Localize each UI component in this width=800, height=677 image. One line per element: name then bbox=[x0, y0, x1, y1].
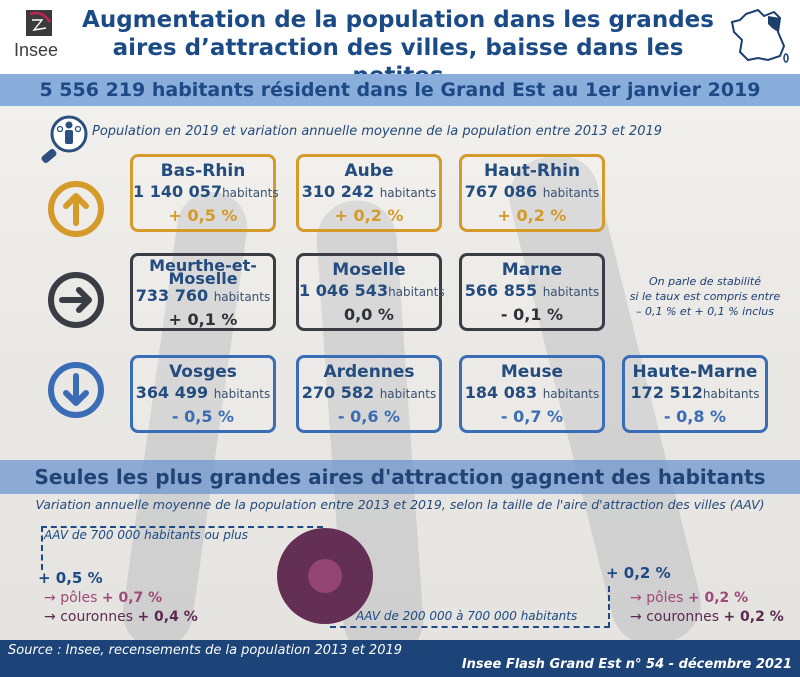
headline-banner: 5 556 219 habitants résident dans le Gra… bbox=[0, 74, 800, 106]
departement-card: Aube 310 242 habitants + 0,2 % bbox=[296, 154, 442, 232]
source-text: Source : Insee, recensements de la popul… bbox=[8, 643, 403, 658]
departement-population: 172 512habitants bbox=[630, 383, 760, 402]
departement-variation: 0,0 % bbox=[344, 305, 394, 324]
section2-subtitle: Variation annuelle moyenne de la populat… bbox=[35, 497, 765, 512]
departement-card: Moselle 1 046 543habitants 0,0 % bbox=[296, 253, 445, 331]
departement-card: Haute-Marne 172 512habitants - 0,8 % bbox=[622, 355, 768, 433]
departement-variation: + 0,5 % bbox=[168, 206, 238, 225]
departement-name: Haute-Marne bbox=[632, 362, 758, 382]
arrow-down-circle-icon bbox=[48, 362, 104, 418]
aav-concentric-circle bbox=[277, 528, 373, 624]
logo-text: Insee bbox=[14, 40, 59, 60]
arrow-up-circle-icon bbox=[48, 181, 104, 237]
departement-population: 566 855 habitants bbox=[464, 281, 600, 300]
departement-variation: + 0,2 % bbox=[497, 206, 567, 225]
medium-aav-poles: → pôles + 0,2 % bbox=[630, 590, 749, 606]
magnifier-people-icon bbox=[41, 115, 88, 163]
insee-logo: Insee bbox=[14, 8, 64, 64]
stability-note-line: si le taux est compris entre bbox=[629, 290, 781, 303]
section-subtitle: Population en 2019 et variation annuelle… bbox=[92, 124, 663, 139]
medium-aav-couronnes: → couronnes + 0,2 % bbox=[630, 609, 784, 625]
departement-card: Marne 566 855 habitants - 0,1 % bbox=[459, 253, 605, 331]
stability-note: On parle de stabilité si le taux est com… bbox=[616, 274, 794, 319]
large-aav-total: + 0,5 % bbox=[38, 569, 103, 587]
departement-card: Meuse 184 083 habitants - 0,7 % bbox=[459, 355, 605, 433]
section2-banner: Seules les plus grandes aires d'attracti… bbox=[0, 460, 800, 494]
france-map-icon bbox=[730, 8, 789, 63]
departement-card: Bas-Rhin 1 140 057habitants + 0,5 % bbox=[130, 154, 279, 232]
logo-mark-icon bbox=[26, 10, 52, 36]
departement-card: Ardennes 270 582 habitants - 0,6 % bbox=[296, 355, 442, 433]
header: Insee Augmentation de la population dans… bbox=[0, 0, 800, 89]
departement-variation: + 0,1 % bbox=[168, 310, 238, 329]
departement-population: 767 086 habitants bbox=[464, 182, 600, 201]
departement-name: Vosges bbox=[169, 362, 237, 382]
pole-circle bbox=[308, 559, 342, 593]
stability-note-line: – 0,1 % et + 0,1 % inclus bbox=[636, 305, 774, 318]
section2-title: Seules les plus grandes aires d'attracti… bbox=[34, 465, 766, 489]
departement-name: Meuse bbox=[500, 362, 564, 382]
departement-variation: - 0,1 % bbox=[500, 305, 564, 324]
departement-population: 184 083 habitants bbox=[464, 383, 600, 402]
medium-aav-total: + 0,2 % bbox=[606, 564, 671, 582]
departement-name: Bas-Rhin bbox=[160, 161, 246, 181]
large-aav-poles: → pôles + 0,7 % bbox=[44, 590, 163, 606]
headline-text: 5 556 219 habitants résident dans le Gra… bbox=[39, 79, 761, 101]
large-aav-label: AAV de 700 000 habitants ou plus bbox=[44, 528, 249, 542]
departement-name: Meurthe-et-Moselle bbox=[149, 256, 257, 288]
stability-note-line: On parle de stabilité bbox=[649, 275, 761, 288]
medium-aav-label: AAV de 200 000 à 700 000 habitants bbox=[356, 609, 578, 623]
departement-population: 733 760 habitants bbox=[135, 286, 271, 305]
departement-variation: - 0,6 % bbox=[337, 407, 401, 426]
footer: Source : Insee, recensements de la popul… bbox=[0, 640, 800, 677]
departement-variation: - 0,7 % bbox=[500, 407, 564, 426]
departement-name: Aube bbox=[344, 161, 394, 181]
departement-name: Marne bbox=[501, 260, 563, 280]
departement-name: Haut-Rhin bbox=[483, 161, 581, 181]
departement-variation: - 0,5 % bbox=[171, 407, 235, 426]
title-line-1: Augmentation de la population dans les g… bbox=[82, 7, 714, 33]
page-title: Augmentation de la population dans les g… bbox=[78, 6, 718, 90]
departement-name: Ardennes bbox=[323, 362, 415, 382]
large-aav-couronnes: → couronnes + 0,4 % bbox=[44, 609, 198, 625]
departement-population: 270 582 habitants bbox=[301, 383, 437, 402]
departement-card: Meurthe-et-Moselle 733 760 habitants + 0… bbox=[130, 253, 276, 331]
departement-variation: + 0,2 % bbox=[334, 206, 404, 225]
departement-name: Moselle bbox=[332, 260, 406, 280]
arrow-right-circle-icon bbox=[48, 272, 104, 328]
departement-variation: - 0,8 % bbox=[663, 407, 727, 426]
departement-population: 364 499 habitants bbox=[135, 383, 271, 402]
medium-aav-bracket bbox=[330, 586, 610, 628]
departement-card: Vosges 364 499 habitants - 0,5 % bbox=[130, 355, 276, 433]
departement-population: 1 140 057habitants bbox=[133, 182, 279, 201]
departement-population: 310 242 habitants bbox=[301, 182, 437, 201]
publication-text: Insee Flash Grand Est n° 54 - décembre 2… bbox=[461, 657, 792, 672]
large-aav-bracket bbox=[41, 526, 323, 570]
departement-population: 1 046 543habitants bbox=[299, 281, 445, 300]
departement-card: Haut-Rhin 767 086 habitants + 0,2 % bbox=[459, 154, 605, 232]
